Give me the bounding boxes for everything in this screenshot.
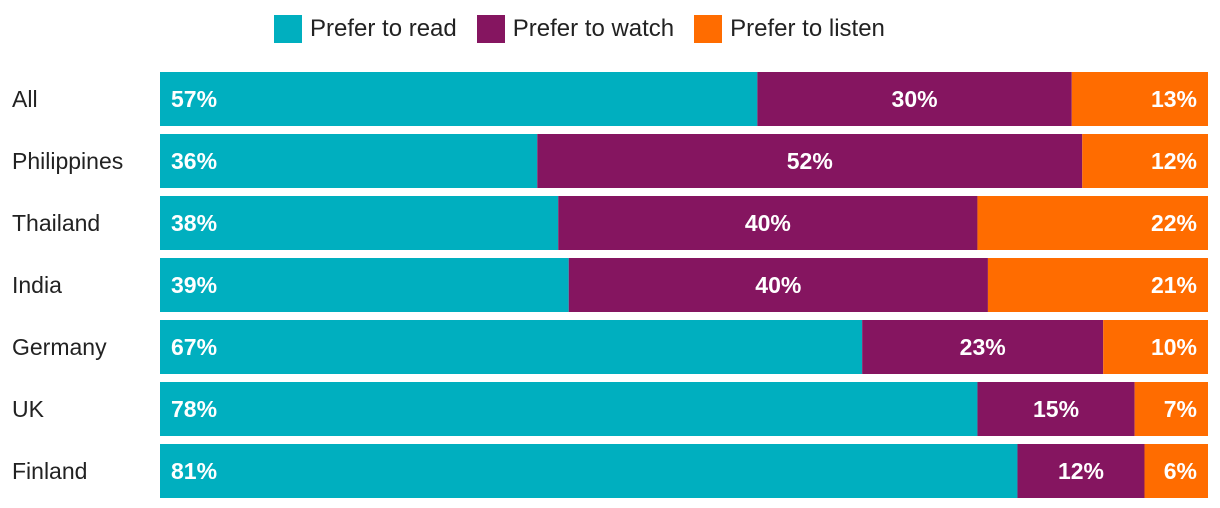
category-label: India <box>12 272 62 298</box>
data-label-watch: 15% <box>1033 396 1079 422</box>
data-label-listen: 12% <box>1151 148 1197 174</box>
legend-item-watch: Prefer to watch <box>476 15 675 43</box>
legend-swatch-read <box>274 15 302 43</box>
data-label-read: 38% <box>171 210 217 236</box>
data-label-watch: 40% <box>755 272 801 298</box>
bar-segment-listen <box>1144 444 1208 498</box>
category-label: Philippines <box>12 148 123 174</box>
data-label-watch: 40% <box>745 210 791 236</box>
data-label-listen: 10% <box>1151 334 1197 360</box>
bar-segment-listen <box>1134 382 1208 436</box>
bar-segment-listen <box>1082 134 1208 188</box>
legend-label-read: Prefer to read <box>310 15 457 42</box>
bar-segment-read <box>160 382 978 436</box>
bar-segment-watch <box>537 134 1083 188</box>
legend-swatch-listen <box>694 15 723 43</box>
category-label: UK <box>12 396 45 422</box>
legend-item-read: Prefer to read <box>274 15 457 43</box>
bar-segment-watch <box>977 382 1135 436</box>
data-label-listen: 7% <box>1164 396 1197 422</box>
data-label-watch: 30% <box>892 86 938 112</box>
bar-segment-watch <box>862 320 1104 374</box>
data-label-read: 39% <box>171 272 217 298</box>
category-label: All <box>12 86 38 112</box>
legend-label-watch: Prefer to watch <box>512 15 675 42</box>
data-label-watch: 52% <box>787 148 833 174</box>
bar-segment-read <box>160 320 863 374</box>
legend-swatch-watch <box>476 15 505 43</box>
data-label-read: 36% <box>171 148 217 174</box>
bar-segment-read <box>160 134 538 188</box>
bar-segment-watch <box>757 72 1072 126</box>
bar-segment-read <box>160 444 1018 498</box>
data-label-read: 78% <box>171 396 217 422</box>
data-label-read: 67% <box>171 334 217 360</box>
bar-segment-read <box>160 258 569 312</box>
category-label: Finland <box>12 458 87 484</box>
category-label: Thailand <box>12 210 100 236</box>
data-label-read: 81% <box>171 458 217 484</box>
legend-label-listen: Prefer to listen <box>730 15 885 42</box>
bar-segment-listen <box>977 196 1208 250</box>
bar-segment-watch <box>568 258 988 312</box>
legend-item-listen: Prefer to listen <box>694 15 885 43</box>
data-label-watch: 12% <box>1058 458 1104 484</box>
bar-segment-watch <box>1017 444 1145 498</box>
bar-segment-read <box>160 196 559 250</box>
data-label-listen: 22% <box>1151 210 1197 236</box>
bar-segment-listen <box>987 258 1208 312</box>
data-label-read: 57% <box>171 86 217 112</box>
category-label: Germany <box>12 334 107 360</box>
data-label-listen: 6% <box>1164 458 1197 484</box>
data-label-listen: 21% <box>1151 272 1197 298</box>
bar-segment-watch <box>558 196 978 250</box>
bar-segment-read <box>160 72 758 126</box>
data-label-watch: 23% <box>960 334 1006 360</box>
data-label-listen: 13% <box>1151 86 1197 112</box>
legend: Prefer to read Prefer to watch Prefer to… <box>274 12 905 46</box>
bar-segment-listen <box>1071 72 1208 126</box>
bar-segment-listen <box>1103 320 1208 374</box>
